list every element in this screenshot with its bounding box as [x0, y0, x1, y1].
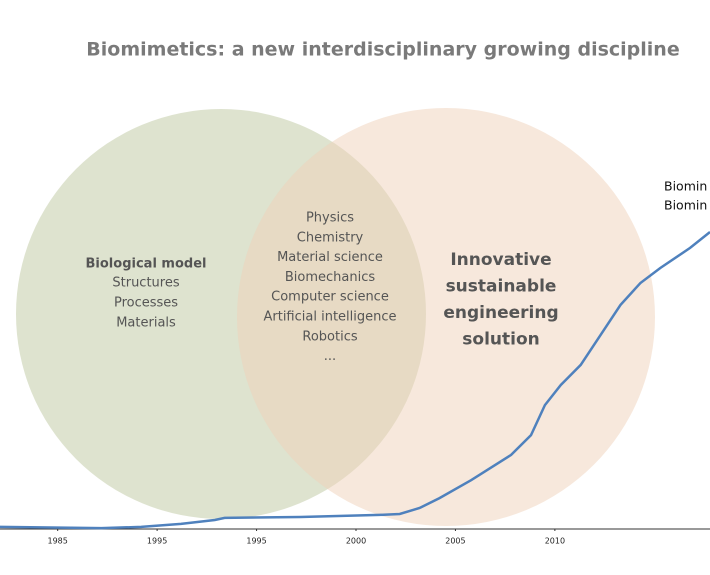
right-label: sustainable — [446, 277, 557, 297]
x-tick-label: 1995 — [147, 537, 167, 546]
x-tick-label: 1985 — [47, 537, 67, 546]
overlap-item: Material science — [277, 250, 383, 265]
venn-right-circle — [237, 108, 655, 526]
overlap-item: Chemistry — [297, 230, 364, 245]
left-item: Materials — [116, 316, 176, 331]
overlap-item: Physics — [306, 211, 354, 226]
x-tick-label: 2000 — [346, 537, 366, 546]
legend-label: Biomin — [664, 179, 707, 194]
legend-label: Biomin — [664, 198, 707, 213]
overlap-item: Robotics — [302, 329, 357, 344]
title: Biomimetics: a new interdisciplinary gro… — [86, 39, 679, 61]
x-tick-label: 2010 — [545, 537, 565, 546]
right-label: solution — [462, 330, 539, 350]
overlap-item: Computer science — [271, 290, 389, 305]
overlap-item: Artificial intelligence — [263, 310, 396, 325]
left-heading: Biological model — [86, 257, 207, 272]
overlap-item: Biomechanics — [285, 270, 375, 285]
x-tick-label: 2005 — [445, 537, 465, 546]
data-line — [0, 231, 710, 530]
overlap-item: ... — [324, 349, 336, 364]
x-tick-label: 1995 — [246, 537, 266, 546]
right-label: Innovative — [450, 250, 551, 270]
right-label: engineering — [443, 303, 558, 323]
left-item: Structures — [112, 276, 179, 291]
left-item: Processes — [114, 296, 178, 311]
